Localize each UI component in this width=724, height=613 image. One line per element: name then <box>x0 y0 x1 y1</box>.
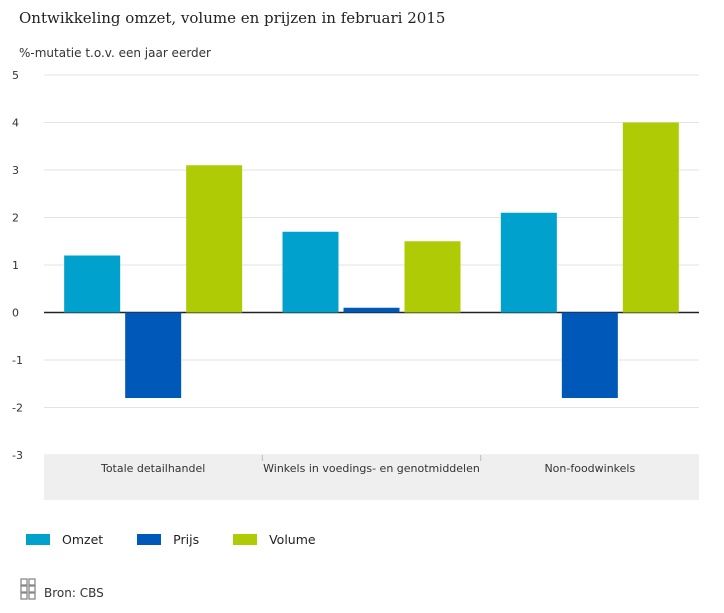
cbs-logo-icon <box>20 578 36 600</box>
legend-label-prijs: Prijs <box>173 532 200 547</box>
bar-prijs <box>343 307 400 313</box>
legend-item-prijs: Prijs <box>137 532 199 547</box>
bar-prijs <box>561 312 618 398</box>
legend-swatch-volume <box>233 534 258 545</box>
legend-label-volume: Volume <box>269 532 316 547</box>
legend: Omzet Prijs Volume <box>26 532 350 547</box>
bar-chart: 5 4 3 2 1 0 -1 -2 -3 Totale detailhandel Winkels … <box>12 69 699 500</box>
legend-item-omzet: Omzet <box>26 532 103 547</box>
y-tick-label: 5 <box>12 69 19 82</box>
category-label: Non-foodwinkels <box>544 462 635 475</box>
y-tick-label: -1 <box>12 354 23 367</box>
bar-volume <box>404 241 461 313</box>
bar-prijs <box>125 312 182 398</box>
source-text: Bron: CBS <box>44 586 104 600</box>
bar-volume <box>622 122 679 313</box>
y-tick-label: 2 <box>12 212 19 225</box>
source: Bron: CBS <box>20 578 104 600</box>
bar-volume <box>186 165 243 313</box>
bar-omzet <box>500 212 557 313</box>
y-tick-labels: 5 4 3 2 1 0 -1 -2 -3 <box>12 69 23 462</box>
category-label: Totale detailhandel <box>100 462 205 475</box>
y-tick-label: -3 <box>12 449 23 462</box>
bar-omzet <box>64 255 121 313</box>
category-label: Winkels in voedings- en genotmiddelen <box>263 462 480 475</box>
y-tick-label: 1 <box>12 259 19 272</box>
bar-omzet <box>282 231 339 313</box>
category-band-bg <box>44 455 699 500</box>
y-tick-label: -2 <box>12 402 23 415</box>
legend-item-volume: Volume <box>233 532 316 547</box>
legend-swatch-omzet <box>26 534 50 545</box>
category-labels: Totale detailhandel Winkels in voedings- … <box>100 462 636 475</box>
bars <box>64 122 679 398</box>
y-tick-label: 0 <box>12 307 19 320</box>
y-tick-label: 4 <box>12 117 19 130</box>
category-band <box>44 455 699 500</box>
legend-swatch-prijs <box>137 534 162 545</box>
chart-title: Ontwikkeling omzet, volume en prijzen in… <box>19 9 446 27</box>
y-tick-label: 3 <box>12 164 19 177</box>
legend-label-omzet: Omzet <box>62 532 104 547</box>
y-axis-label: %-mutatie t.o.v. een jaar eerder <box>19 46 211 60</box>
